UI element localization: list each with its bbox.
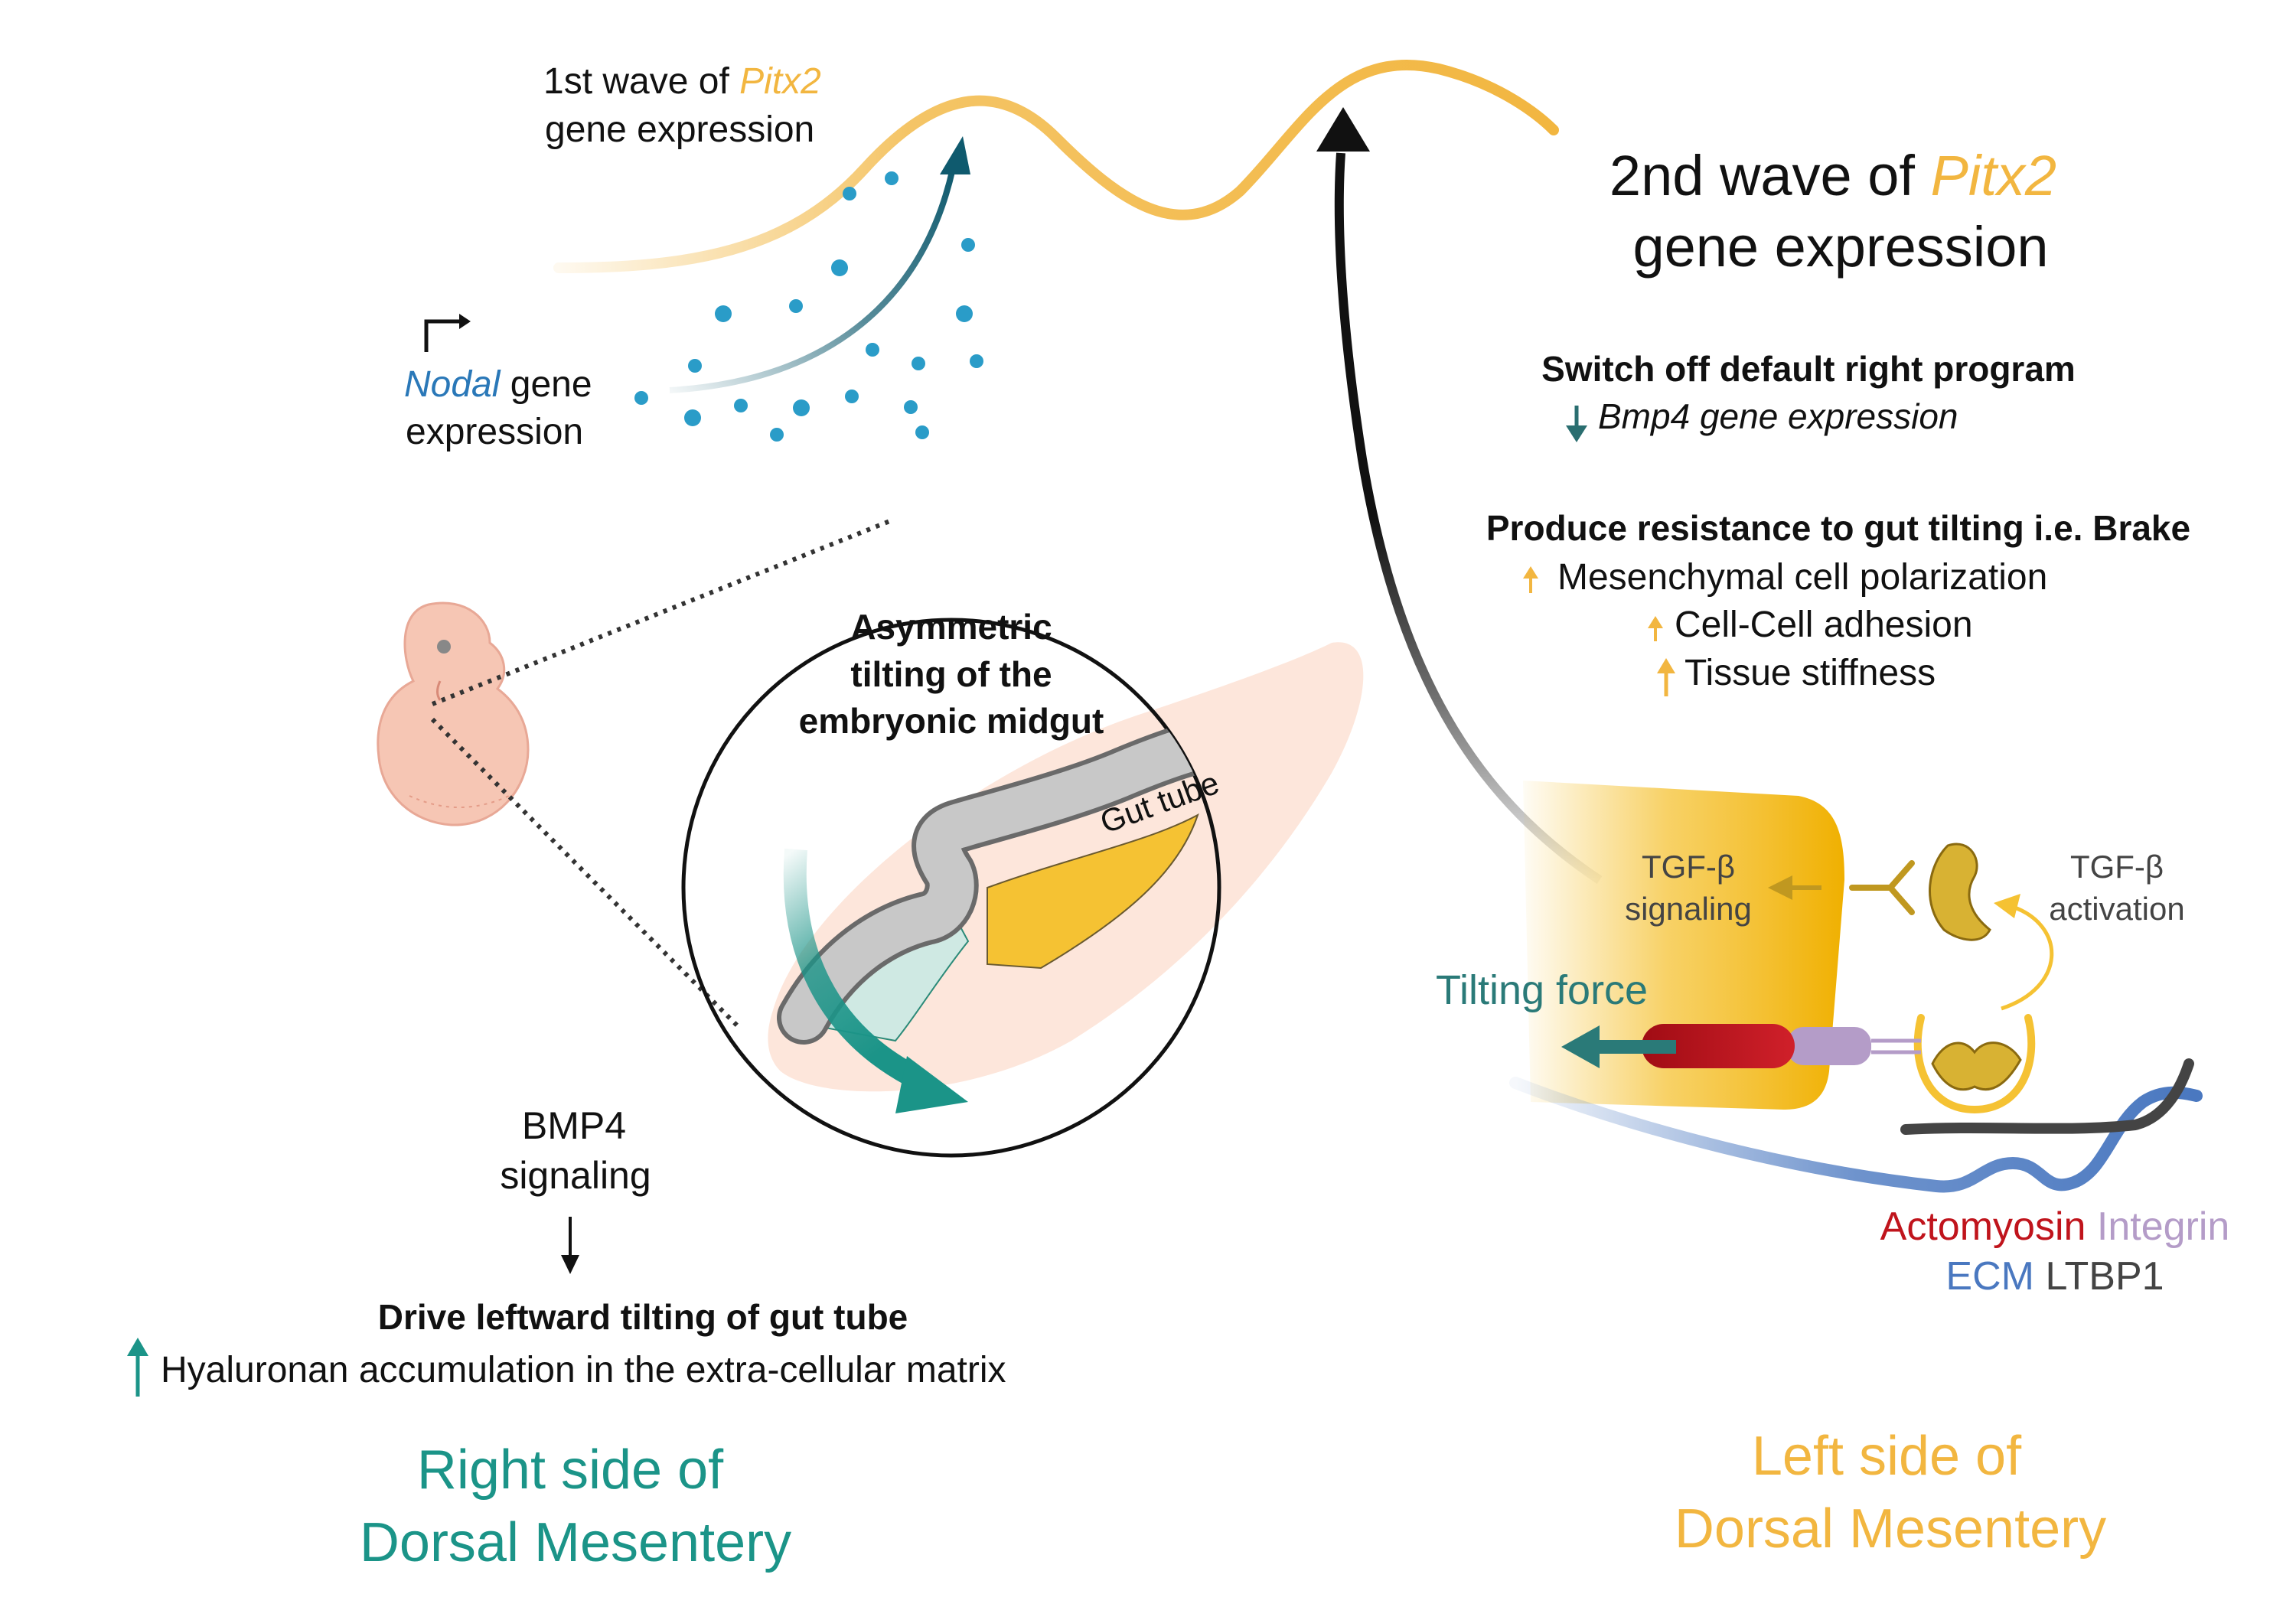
- actomyosin-rod: [1642, 1024, 1795, 1068]
- tgf-beta-activation-arrow: [2001, 905, 2054, 1011]
- left-signal-to-pitx2-arrow: [1334, 152, 1603, 884]
- first-wave-label-line2: gene expression: [545, 109, 814, 150]
- first-wave-label: 1st wave of Pitx2: [543, 61, 821, 102]
- tgf-beta-receptor-icon: [1849, 860, 1915, 915]
- legend-row-2: ECM LTBP1: [1945, 1254, 2164, 1299]
- circle-title-1: Asymmetric: [850, 607, 1052, 647]
- legend-row-1: Actomyosin Integrin: [1880, 1204, 2230, 1249]
- tilting-force-label: Tilting force: [1436, 967, 1648, 1013]
- embryo-icon: [377, 601, 530, 826]
- nodal-arrow-head: [940, 136, 970, 174]
- nodal-label-line2: expression: [406, 412, 583, 452]
- down-arrow-icon: [561, 1217, 579, 1274]
- up-arrow-icon: [127, 1338, 148, 1397]
- rightward-tilt-arrow-head: [895, 1056, 968, 1113]
- integrin-rod: [1787, 1027, 1871, 1065]
- promoter-arrow-icon: [424, 314, 471, 352]
- nodal-signal-dots: [634, 171, 983, 442]
- tilting-force-arrow-head: [1561, 1025, 1600, 1068]
- bmp4-down-label: Bmp4 gene expression: [1598, 396, 1958, 436]
- tgf-activation-label-1: TGF-β: [2070, 849, 2164, 885]
- tgf-signaling-label-2: signaling: [1625, 891, 1752, 927]
- big-arrow-head: [1316, 107, 1370, 152]
- bmp4-signaling-1: BMP4: [522, 1104, 626, 1147]
- ltbp1-strand: [1900, 1058, 2194, 1135]
- tgf-signaling-label-1: TGF-β: [1642, 849, 1735, 885]
- latent-tgf-beta-holder: [1913, 1014, 2036, 1114]
- circle-title-2: tilting of the: [850, 654, 1052, 694]
- nodal-to-pitx2-arrow: [669, 168, 956, 393]
- resistance-title: Produce resistance to gut tilting i.e. B…: [1486, 508, 2190, 548]
- up-arrow-icon: [1523, 566, 1538, 593]
- rightward-tilt-arrow: [783, 848, 924, 1090]
- resistance-item-3: Tissue stiffness: [1684, 653, 1936, 693]
- resistance-item-2: Cell-Cell adhesion: [1675, 605, 1973, 645]
- down-arrow-icon: [1566, 406, 1587, 442]
- pitx2-expression-wave: [553, 60, 1559, 273]
- right-side-label-1: Right side of: [417, 1439, 724, 1501]
- right-side-label-2: Dorsal Mesentery: [360, 1512, 791, 1573]
- second-wave-label: 2nd wave of Pitx2: [1609, 144, 2056, 207]
- up-arrow-icon: [1657, 658, 1675, 696]
- up-arrow-icon: [1648, 616, 1663, 641]
- left-side-label-1: Left side of: [1752, 1426, 2022, 1487]
- switch-off-title: Switch off default right program: [1541, 349, 2076, 389]
- left-mesentery-yellow: [987, 813, 1199, 970]
- bmp4-signaling-2: signaling: [500, 1154, 651, 1197]
- zoom-line-top: [431, 518, 893, 706]
- zoom-circle: [681, 618, 1221, 1158]
- tgf-activation-label-2: activation: [2049, 891, 2184, 927]
- circle-title-3: embryonic midgut: [799, 701, 1104, 741]
- tgf-beta-ligand-icon: [1931, 1041, 2022, 1091]
- gut-tube: [781, 718, 1219, 1040]
- left-side-label-2: Dorsal Mesentery: [1675, 1498, 2106, 1560]
- ecm-fiber: [1509, 1077, 2203, 1193]
- nodal-label: Nodal gene: [404, 364, 592, 405]
- resistance-item-1: Mesenchymal cell polarization: [1557, 557, 2047, 598]
- zoom-line-bottom: [430, 717, 743, 1032]
- second-wave-label-line2: gene expression: [1632, 215, 2048, 279]
- drive-leftward-title: Drive leftward tilting of gut tube: [378, 1297, 908, 1337]
- hyaluronan-label: Hyaluronan accumulation in the extra-cel…: [161, 1350, 1006, 1390]
- tgf-beta-ligand-icon: [1929, 843, 1991, 941]
